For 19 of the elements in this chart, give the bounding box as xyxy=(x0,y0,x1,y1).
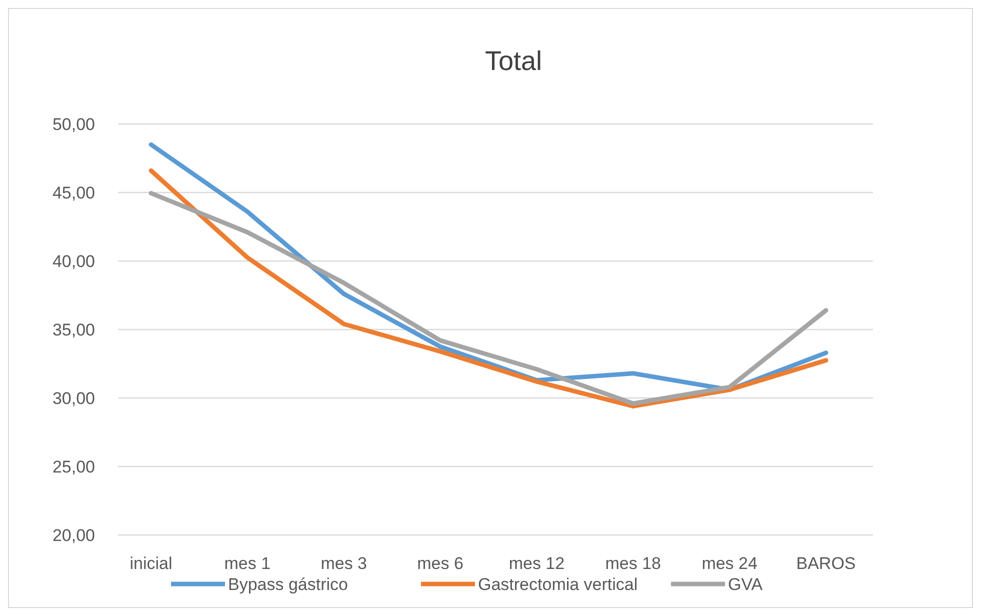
legend-label: GVA xyxy=(728,575,764,594)
y-tick-label: 25,00 xyxy=(52,458,95,476)
legend-label: Bypass gástrico xyxy=(228,575,348,594)
x-tick-label: mes 3 xyxy=(320,554,368,573)
x-tick-label: BAROS xyxy=(796,554,856,573)
y-tick-label: 50,00 xyxy=(52,115,95,134)
y-tick-label: 30,00 xyxy=(52,389,95,408)
x-tick-label: mes 1 xyxy=(224,554,271,573)
y-tick-label: 35,00 xyxy=(52,320,95,340)
x-tick-label: mes 18 xyxy=(605,554,662,573)
legend-label: Gastrectomia vertical xyxy=(478,575,638,594)
x-tick-label: inicial xyxy=(130,554,172,573)
y-tick-label: 45,00 xyxy=(52,184,95,202)
y-tick-label: 20,00 xyxy=(52,526,95,545)
chart-title: Total xyxy=(484,46,542,76)
x-tick-label: mes 6 xyxy=(417,554,464,573)
x-tick-label: mes 24 xyxy=(702,554,758,573)
y-tick-label: 40,00 xyxy=(52,252,95,271)
x-tick-label: mes 12 xyxy=(508,554,565,573)
